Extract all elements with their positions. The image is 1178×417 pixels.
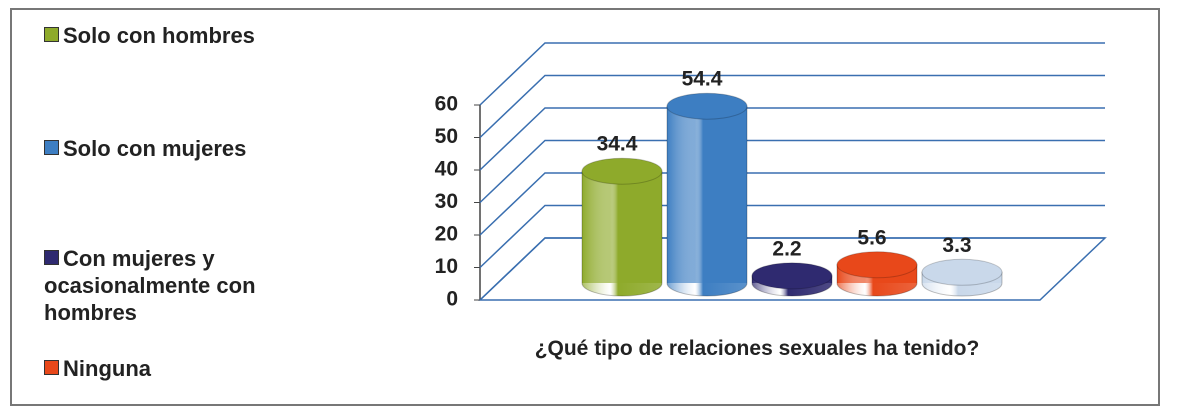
legend-label: Ninguna bbox=[63, 356, 151, 381]
data-label: 2.2 bbox=[772, 237, 801, 260]
data-label: 54.4 bbox=[682, 68, 723, 91]
bar-cap bbox=[921, 258, 1003, 286]
grid-line bbox=[479, 172, 1105, 236]
y-tick-label: 10 bbox=[435, 255, 458, 278]
grid-line bbox=[479, 237, 1105, 301]
grid-line bbox=[479, 74, 1105, 139]
y-tick-label: 0 bbox=[446, 288, 458, 311]
legend-label: Solo con hombres bbox=[63, 23, 255, 48]
legend-swatch bbox=[44, 360, 59, 375]
legend-item: Solo con mujeres bbox=[44, 135, 334, 162]
legend-item: Con mujeres y ocasionalmente con hombres bbox=[44, 245, 334, 326]
x-axis-title: ¿Qué tipo de relaciones sexuales ha teni… bbox=[534, 337, 980, 360]
bar-cap bbox=[581, 157, 663, 185]
y-tick-label: 40 bbox=[435, 158, 458, 181]
bar-cap bbox=[751, 262, 833, 290]
y-tick-label: 50 bbox=[435, 125, 458, 148]
legend-item: Ninguna bbox=[44, 355, 334, 382]
y-tick-label: 60 bbox=[435, 93, 458, 116]
bar bbox=[666, 105, 748, 297]
legend-swatch bbox=[44, 140, 59, 155]
bar-cap bbox=[836, 251, 918, 279]
y-tick-label: 30 bbox=[435, 190, 458, 213]
grid-line bbox=[479, 42, 1105, 106]
legend-swatch bbox=[44, 250, 59, 265]
bar bbox=[581, 170, 663, 297]
y-tick-label: 20 bbox=[435, 223, 458, 246]
bar-cap bbox=[666, 92, 748, 120]
frame bbox=[10, 8, 1160, 406]
legend-swatch bbox=[44, 27, 59, 42]
legend-item: Solo con hombres bbox=[44, 22, 334, 49]
grid-line bbox=[479, 107, 1105, 171]
legend-label: Con mujeres y ocasionalmente con hombres bbox=[44, 246, 256, 325]
grid-line bbox=[479, 139, 1105, 204]
data-label: 34.4 bbox=[597, 133, 638, 156]
grid-line bbox=[479, 204, 1105, 269]
data-label: 5.6 bbox=[857, 226, 886, 249]
data-label: 3.3 bbox=[942, 234, 971, 257]
legend-label: Solo con mujeres bbox=[63, 136, 247, 161]
